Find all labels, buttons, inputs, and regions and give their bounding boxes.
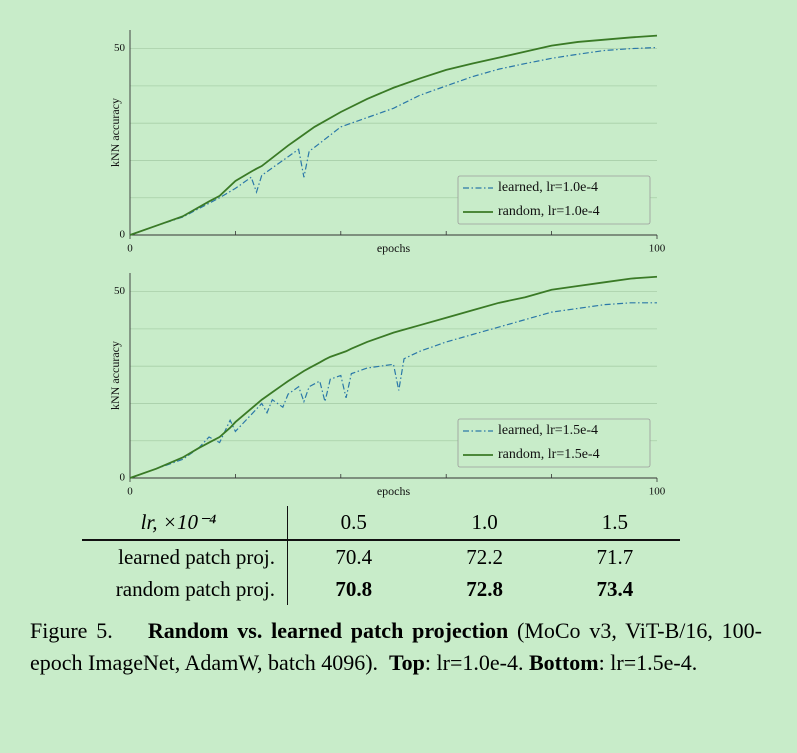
cell: 72.8 [466,576,503,601]
y-tick-label: 0 [120,472,126,484]
cell: 70.4 [335,544,373,569]
header-cell: lr, ×10⁻⁴ [82,506,288,541]
y-axis-label: kNN accuracy [108,341,122,410]
y-tick-label: 0 [120,229,126,241]
cell: 71.7 [596,544,634,569]
caption-top-text: : lr=1.0e-4. [424,650,524,675]
row: learned patch proj. 70.4 72.2 71.7 [82,540,680,573]
x-tick-label: 0 [127,486,133,498]
legend-label: random, lr=1.0e-4 [498,204,600,219]
caption-label: Figure 5. [30,618,113,643]
x-tick-label: 100 [649,486,666,498]
x-axis-label: epochs [377,484,411,498]
caption-top: Top [389,650,425,675]
header-row: lr, ×10⁻⁴ 0.5 1.0 1.5 [82,506,680,541]
x-axis-label: epochs [377,241,411,255]
row: random patch proj. 70.8 72.8 73.4 [82,573,680,605]
y-axis-label: kNN accuracy [108,98,122,167]
row-label: learned patch proj. [82,540,288,573]
cell: 70.8 [335,576,373,601]
series-line [129,275,658,479]
legend-label: learned, lr=1.5e-4 [498,423,598,438]
caption-bottom: Bottom [528,650,599,675]
y-tick-label: 50 [114,42,126,54]
x-tick-label: 100 [649,243,666,255]
caption-bottom-text: : lr=1.5e-4. [598,650,698,675]
caption: Figure 5. Random vs. learned patch proje… [30,615,762,679]
row-label: random patch proj. [82,573,288,605]
results-table: lr, ×10⁻⁴ 0.5 1.0 1.5 learned patch proj… [82,506,680,605]
legend-box [457,175,651,225]
series-line [129,46,658,236]
legend-label: random, lr=1.5e-4 [498,447,600,462]
cell: 72.2 [466,544,503,569]
caption-text: (MoCo v3, ViT-B/16, 100-epoch ImageNet, … [30,618,763,675]
cell: 73.4 [596,576,634,601]
y-tick-label: 50 [114,285,126,297]
header-cell: 1.0 [419,506,550,541]
series-line [129,302,657,479]
legend-box [457,418,651,468]
header-cell: 1.5 [549,506,680,541]
figure: 0 50 0 100 epochs kNN accuracy learned, lr=1.0… [108,30,666,498]
legend-label: learned, lr=1.0e-4 [498,180,598,195]
x-tick-label: 0 [127,243,133,255]
header-cell: 0.5 [287,506,420,541]
series-line [129,34,658,236]
caption-title: Random vs. learned patch projection [147,618,509,643]
